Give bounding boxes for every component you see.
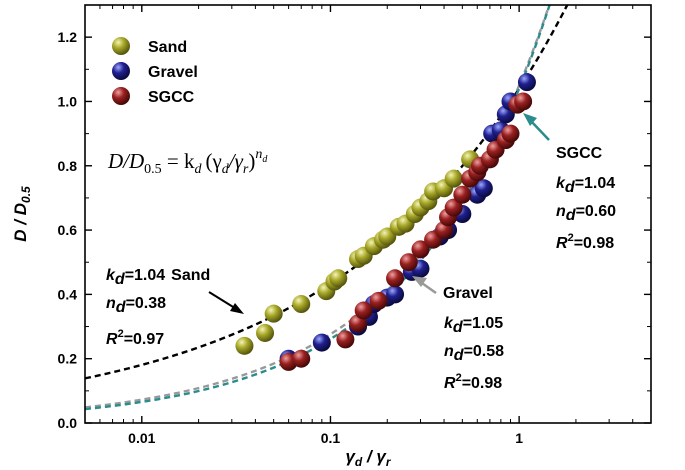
annot-gravel-r2: R2=0.98 [444, 372, 502, 392]
legend-marker-sgcc [112, 87, 130, 105]
legend-label-gravel: Gravel [148, 64, 198, 81]
annot-gravel-arrowhead [412, 276, 427, 287]
fit-curve-sgcc [85, 5, 551, 411]
annot-sgcc-r2: R2=0.98 [556, 232, 614, 252]
point-gravel [517, 73, 536, 92]
fit-curves [85, 5, 569, 411]
annot-sgcc-arrow [529, 119, 550, 141]
point-sgcc [444, 198, 463, 217]
point-gravel [312, 333, 331, 352]
legend: Sand Gravel SGCC [112, 37, 198, 106]
y-tick-label: 0.6 [58, 222, 78, 238]
annot-sgcc-label: SGCC [556, 145, 603, 162]
annot-gravel-label: Gravel [443, 285, 493, 302]
annot-sgcc-n: nd=0.60 [556, 203, 616, 224]
y-tick-label: 1.2 [58, 29, 78, 45]
annotation-gravel: Gravel kd=1.05 nd=0.58 R2=0.98 [412, 276, 504, 392]
point-sgcc [514, 92, 533, 111]
annot-sand-r2: R2=0.97 [106, 328, 164, 348]
annot-gravel-k: kd=1.05 [444, 315, 503, 336]
point-sand [235, 336, 254, 355]
y-tick-label: 1.0 [58, 93, 78, 109]
y-tick-label: 0.8 [58, 158, 78, 174]
point-sgcc [386, 269, 405, 288]
point-sand [329, 269, 348, 288]
point-gravel [386, 285, 405, 304]
legend-marker-sand [112, 37, 130, 55]
legend-label-sgcc: SGCC [148, 89, 195, 106]
annot-sgcc-k: kd=1.04 [556, 175, 615, 196]
fit-curve-gravel [85, 5, 551, 409]
annot-sand-arrowhead [230, 303, 244, 314]
point-sand [292, 295, 311, 314]
fit-equation: D/D0.5 = kd (γd/γr)nd [107, 147, 268, 177]
x-tick-label: 1 [515, 430, 523, 446]
legend-marker-gravel [112, 62, 130, 80]
point-sgcc [292, 349, 311, 368]
point-sand [264, 304, 283, 323]
annot-gravel-n: nd=0.58 [444, 343, 504, 364]
legend-label-sand: Sand [148, 39, 187, 56]
point-sgcc [369, 291, 388, 310]
data-points [235, 73, 536, 371]
point-sgcc [411, 240, 430, 259]
point-sand [444, 169, 463, 188]
y-tick-label: 0.2 [58, 351, 78, 367]
point-sgcc [453, 185, 472, 204]
annotation-sand: kd=1.04 Sand nd=0.38 R2=0.97 [106, 267, 244, 348]
point-sand [256, 323, 275, 342]
point-sgcc [501, 124, 520, 143]
y-tick-label: 0.4 [58, 286, 78, 302]
annotation-sgcc: SGCC kd=1.04 nd=0.60 R2=0.98 [523, 113, 616, 252]
x-axis-title: γd / γr [345, 447, 391, 469]
annot-sand-k: kd=1.04 Sand [106, 267, 210, 288]
y-tick-label: 0.0 [58, 415, 78, 431]
y-axis-title: D / D0.5 [11, 186, 33, 242]
point-sgcc [336, 330, 355, 349]
point-gravel [474, 179, 493, 198]
x-tick-label: 0.1 [321, 430, 341, 446]
annot-sand-n: nd=0.38 [106, 295, 166, 316]
plot-frame [84, 4, 652, 424]
x-tick-label: 0.01 [128, 430, 155, 446]
point-sgcc [399, 253, 418, 272]
point-sgcc [354, 301, 373, 320]
annot-sgcc-arrowhead [523, 113, 537, 126]
axis-ticks: 0.01 0.1 1 0.0 0.2 0.4 0.6 0.8 1.0 1.2 [58, 4, 652, 446]
